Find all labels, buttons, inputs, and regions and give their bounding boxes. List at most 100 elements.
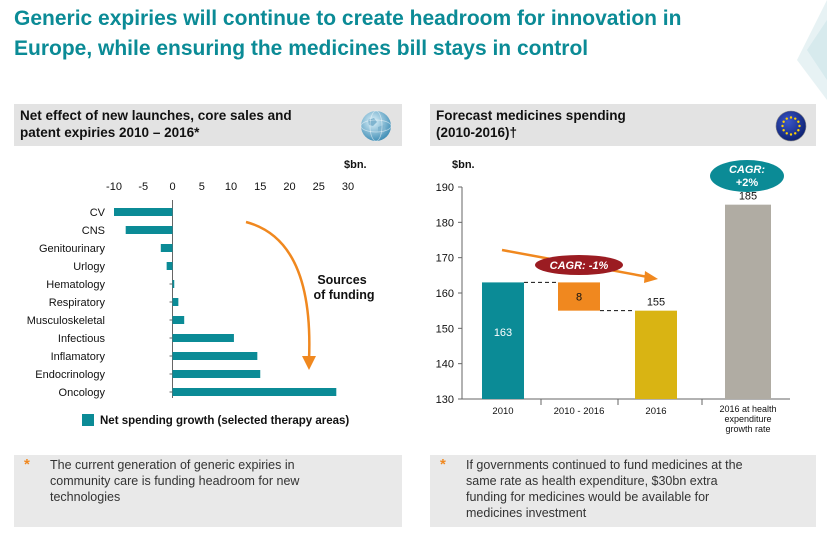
left-category-label: Endocrinology — [35, 369, 105, 381]
right-bar-value-0: 163 — [494, 327, 512, 339]
left-x-tick: -5 — [138, 181, 148, 193]
right-header-line1: Forecast medicines spending — [436, 108, 626, 123]
left-bar-musculoskeletal — [172, 316, 185, 324]
right-category-label-1: 2010 - 2016 — [554, 406, 605, 417]
left-bar-cns — [125, 226, 173, 234]
cagr-down-text: CAGR: -1% — [550, 260, 609, 272]
left-x-tick: 10 — [225, 181, 237, 193]
eu-star-icon — [782, 120, 785, 123]
left-x-tick: 30 — [342, 181, 354, 193]
legend-label: Net spending growth (selected therapy ar… — [100, 415, 350, 427]
world-globe-icon — [360, 110, 392, 142]
funding-arrow-head — [302, 356, 316, 370]
left-bar-oncology — [172, 388, 337, 396]
cagr-up-text-line1: CAGR: — [729, 164, 765, 176]
eu-star-icon — [794, 117, 797, 120]
left-header-line1: Net effect of new launches, core sales a… — [20, 108, 292, 123]
page-title-line2: Europe, while ensuring the medicines bil… — [14, 37, 589, 60]
eu-star-icon — [789, 133, 793, 136]
left-category-label: Genitourinary — [39, 243, 106, 255]
right-y-tick: 180 — [436, 217, 454, 229]
eu-flag-icon — [775, 110, 807, 142]
corner-decoration — [797, 0, 827, 100]
left-header-line2: patent expiries 2010 – 2016* — [20, 125, 200, 140]
left-unit-label: $bn. — [344, 159, 367, 171]
right-category-label-3-line2: expenditure — [724, 414, 771, 424]
left-bar-respiratory — [172, 298, 179, 306]
forecast-waterfall-chart: $bn. 190 180 170 160 150 140 130 163 8 155 185 20… — [436, 159, 790, 434]
eu-star-icon — [785, 132, 788, 135]
right-bar-3 — [725, 204, 771, 399]
left-bar-hematology — [172, 280, 175, 288]
cagr-up-badge — [710, 160, 784, 192]
left-x-tick: -10 — [106, 181, 122, 193]
eu-star-icon — [785, 117, 788, 120]
right-bar-value-3: 185 — [739, 191, 757, 203]
right-header-line2: (2010-2016)† — [436, 125, 518, 140]
right-bar-0 — [482, 282, 524, 399]
left-x-tick: 25 — [313, 181, 325, 193]
eu-star-icon — [797, 129, 800, 132]
right-note-line3: funding for medicines would be available… — [466, 490, 710, 504]
right-note: * If governments continued to fund medic… — [430, 455, 816, 527]
right-category-label-3-line3: growth rate — [725, 424, 770, 434]
left-category-label: Oncology — [59, 387, 106, 399]
left-category-label: Inflamatory — [51, 351, 106, 363]
left-x-tick: 0 — [169, 181, 175, 193]
right-bar-2 — [635, 310, 677, 399]
right-bar-value-2: 155 — [647, 297, 665, 309]
cagr-down-arrow-head — [644, 271, 658, 283]
sources-label-line2: of funding — [313, 288, 374, 302]
left-x-tick: 20 — [283, 181, 295, 193]
left-category-label: CNS — [82, 225, 105, 237]
left-note-asterisk: * — [24, 456, 30, 473]
left-category-label: Respiratory — [49, 297, 106, 309]
right-category-label-2: 2016 — [645, 406, 666, 417]
right-y-tick: 160 — [436, 288, 454, 300]
eu-star-icon — [789, 116, 793, 119]
eu-star-icon — [797, 120, 800, 123]
left-bar-cv — [114, 208, 173, 216]
net-growth-bar-chart: $bn. -10 -5 0 5 10 15 20 25 30 CV CNS Genitourinar… — [27, 159, 375, 399]
legend-swatch — [82, 414, 94, 426]
left-category-label: CV — [90, 207, 106, 219]
left-bar-genitourinary — [160, 244, 173, 252]
left-category-label: Hematology — [46, 279, 105, 291]
eu-star-icon — [781, 124, 784, 128]
eu-star-icon — [782, 129, 785, 132]
right-panel-header: Forecast medicines spending (2010-2016)† — [430, 104, 816, 146]
left-note: * The current generation of generic expi… — [14, 455, 402, 527]
cagr-up-text-line2: +2% — [736, 177, 759, 189]
funding-arrow — [245, 220, 311, 361]
left-x-tick: 5 — [199, 181, 205, 193]
right-category-label-0: 2010 — [492, 406, 513, 417]
left-category-label: Urlogy — [73, 261, 105, 273]
right-y-tick: 150 — [436, 323, 454, 335]
left-bar-urlogy — [166, 262, 173, 270]
right-y-tick: 190 — [436, 182, 454, 194]
left-legend: Net spending growth (selected therapy ar… — [82, 414, 349, 427]
right-unit-label: $bn. — [452, 159, 475, 171]
left-bar-inflamatory — [172, 352, 258, 360]
right-y-tick: 140 — [436, 359, 454, 371]
left-bar-endocrinology — [172, 370, 261, 378]
eu-star-icon — [794, 132, 797, 135]
left-note-line1: The current generation of generic expiri… — [50, 458, 295, 472]
left-category-label: Infectious — [58, 333, 106, 345]
left-panel-header: Net effect of new launches, core sales a… — [14, 104, 402, 146]
right-note-line2: same rate as health expenditure, $30bn e… — [466, 474, 718, 488]
page-title-line1: Generic expiries will continue to create… — [14, 7, 682, 30]
left-note-line3: technologies — [50, 490, 121, 504]
right-category-label-3-line1: 2016 at health — [719, 404, 776, 414]
left-bar-infectious — [172, 334, 234, 342]
left-note-line2: community care is funding headroom for n… — [50, 474, 300, 488]
cagr-down-badge — [535, 255, 623, 275]
left-category-label: Musculoskeletal — [27, 315, 105, 327]
right-note-line1: If governments continued to fund medicin… — [466, 458, 743, 472]
page-title: Generic expiries will continue to create… — [14, 4, 774, 64]
left-x-tick: 15 — [254, 181, 266, 193]
right-note-line4: medicines investment — [466, 506, 587, 520]
right-y-tick: 170 — [436, 253, 454, 265]
eu-star-icon — [798, 124, 801, 128]
right-note-asterisk: * — [440, 456, 446, 473]
